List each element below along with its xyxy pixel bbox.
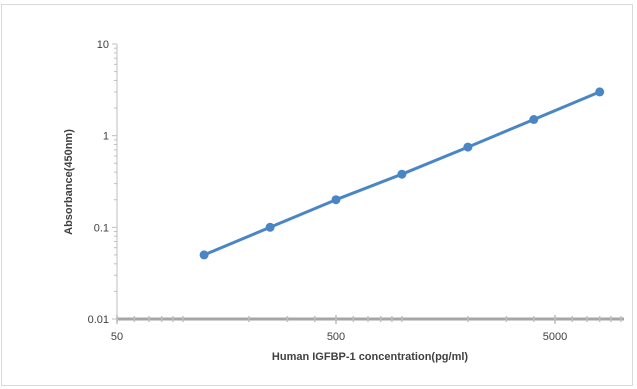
y-tick-label: 0.01 <box>88 314 109 326</box>
y-axis-title: Absorbance(450nm) <box>63 129 75 235</box>
y-axis: 0.01 0.1 1 10 <box>88 39 118 326</box>
x-tick-label: 50 <box>111 331 123 343</box>
data-point <box>529 115 539 124</box>
data-point <box>595 87 605 97</box>
x-axis-title: Human IGFBP-1 concentration(pg/ml) <box>272 351 469 363</box>
chart-frame <box>1 4 633 386</box>
y-tick-label: 0.1 <box>94 222 109 234</box>
x-tick-label: 500 <box>327 331 345 343</box>
data-point <box>463 142 473 152</box>
data-series <box>199 87 605 260</box>
x-axis: 50 500 5000 <box>111 315 624 343</box>
y-tick-label: 10 <box>97 39 109 51</box>
data-point <box>331 195 341 205</box>
x-tick-label: 5000 <box>543 331 567 343</box>
data-point <box>265 222 275 232</box>
data-point <box>199 250 209 260</box>
y-tick-label: 1 <box>103 131 109 143</box>
data-point <box>397 169 407 179</box>
